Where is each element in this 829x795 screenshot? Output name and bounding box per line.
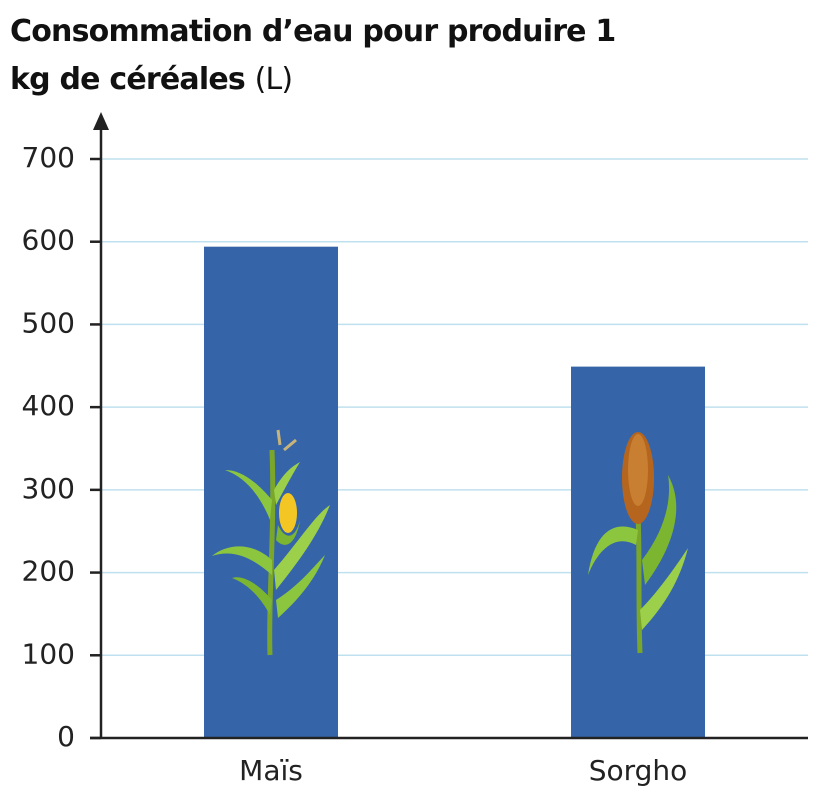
y-tick-label: 0: [57, 720, 75, 753]
corn-illustration: [212, 429, 330, 656]
y-tick-label: 200: [22, 555, 75, 588]
x-tick-label: Sorgho: [589, 754, 688, 787]
y-tick-label: 400: [22, 389, 75, 422]
y-tick-label: 600: [22, 224, 75, 257]
y-axis-arrow: [93, 112, 109, 130]
x-tick-label: Maïs: [239, 754, 303, 787]
y-tick-label: 100: [22, 637, 75, 670]
chart-title: Consommation d’eau pour produire 1 kg de…: [10, 14, 616, 97]
sorghum-illustration: [588, 432, 688, 654]
unit-label: (L): [254, 62, 294, 97]
y-tick-label: 500: [22, 306, 75, 339]
axes: 0 100 200 300 400 500 600 700 Maïs Sorgho: [22, 112, 808, 787]
y-tick-label: 700: [22, 141, 75, 174]
y-tick-label: 300: [22, 472, 75, 505]
chart-title-block: Consommation d’eau pour produire 1 kg de…: [10, 8, 650, 104]
